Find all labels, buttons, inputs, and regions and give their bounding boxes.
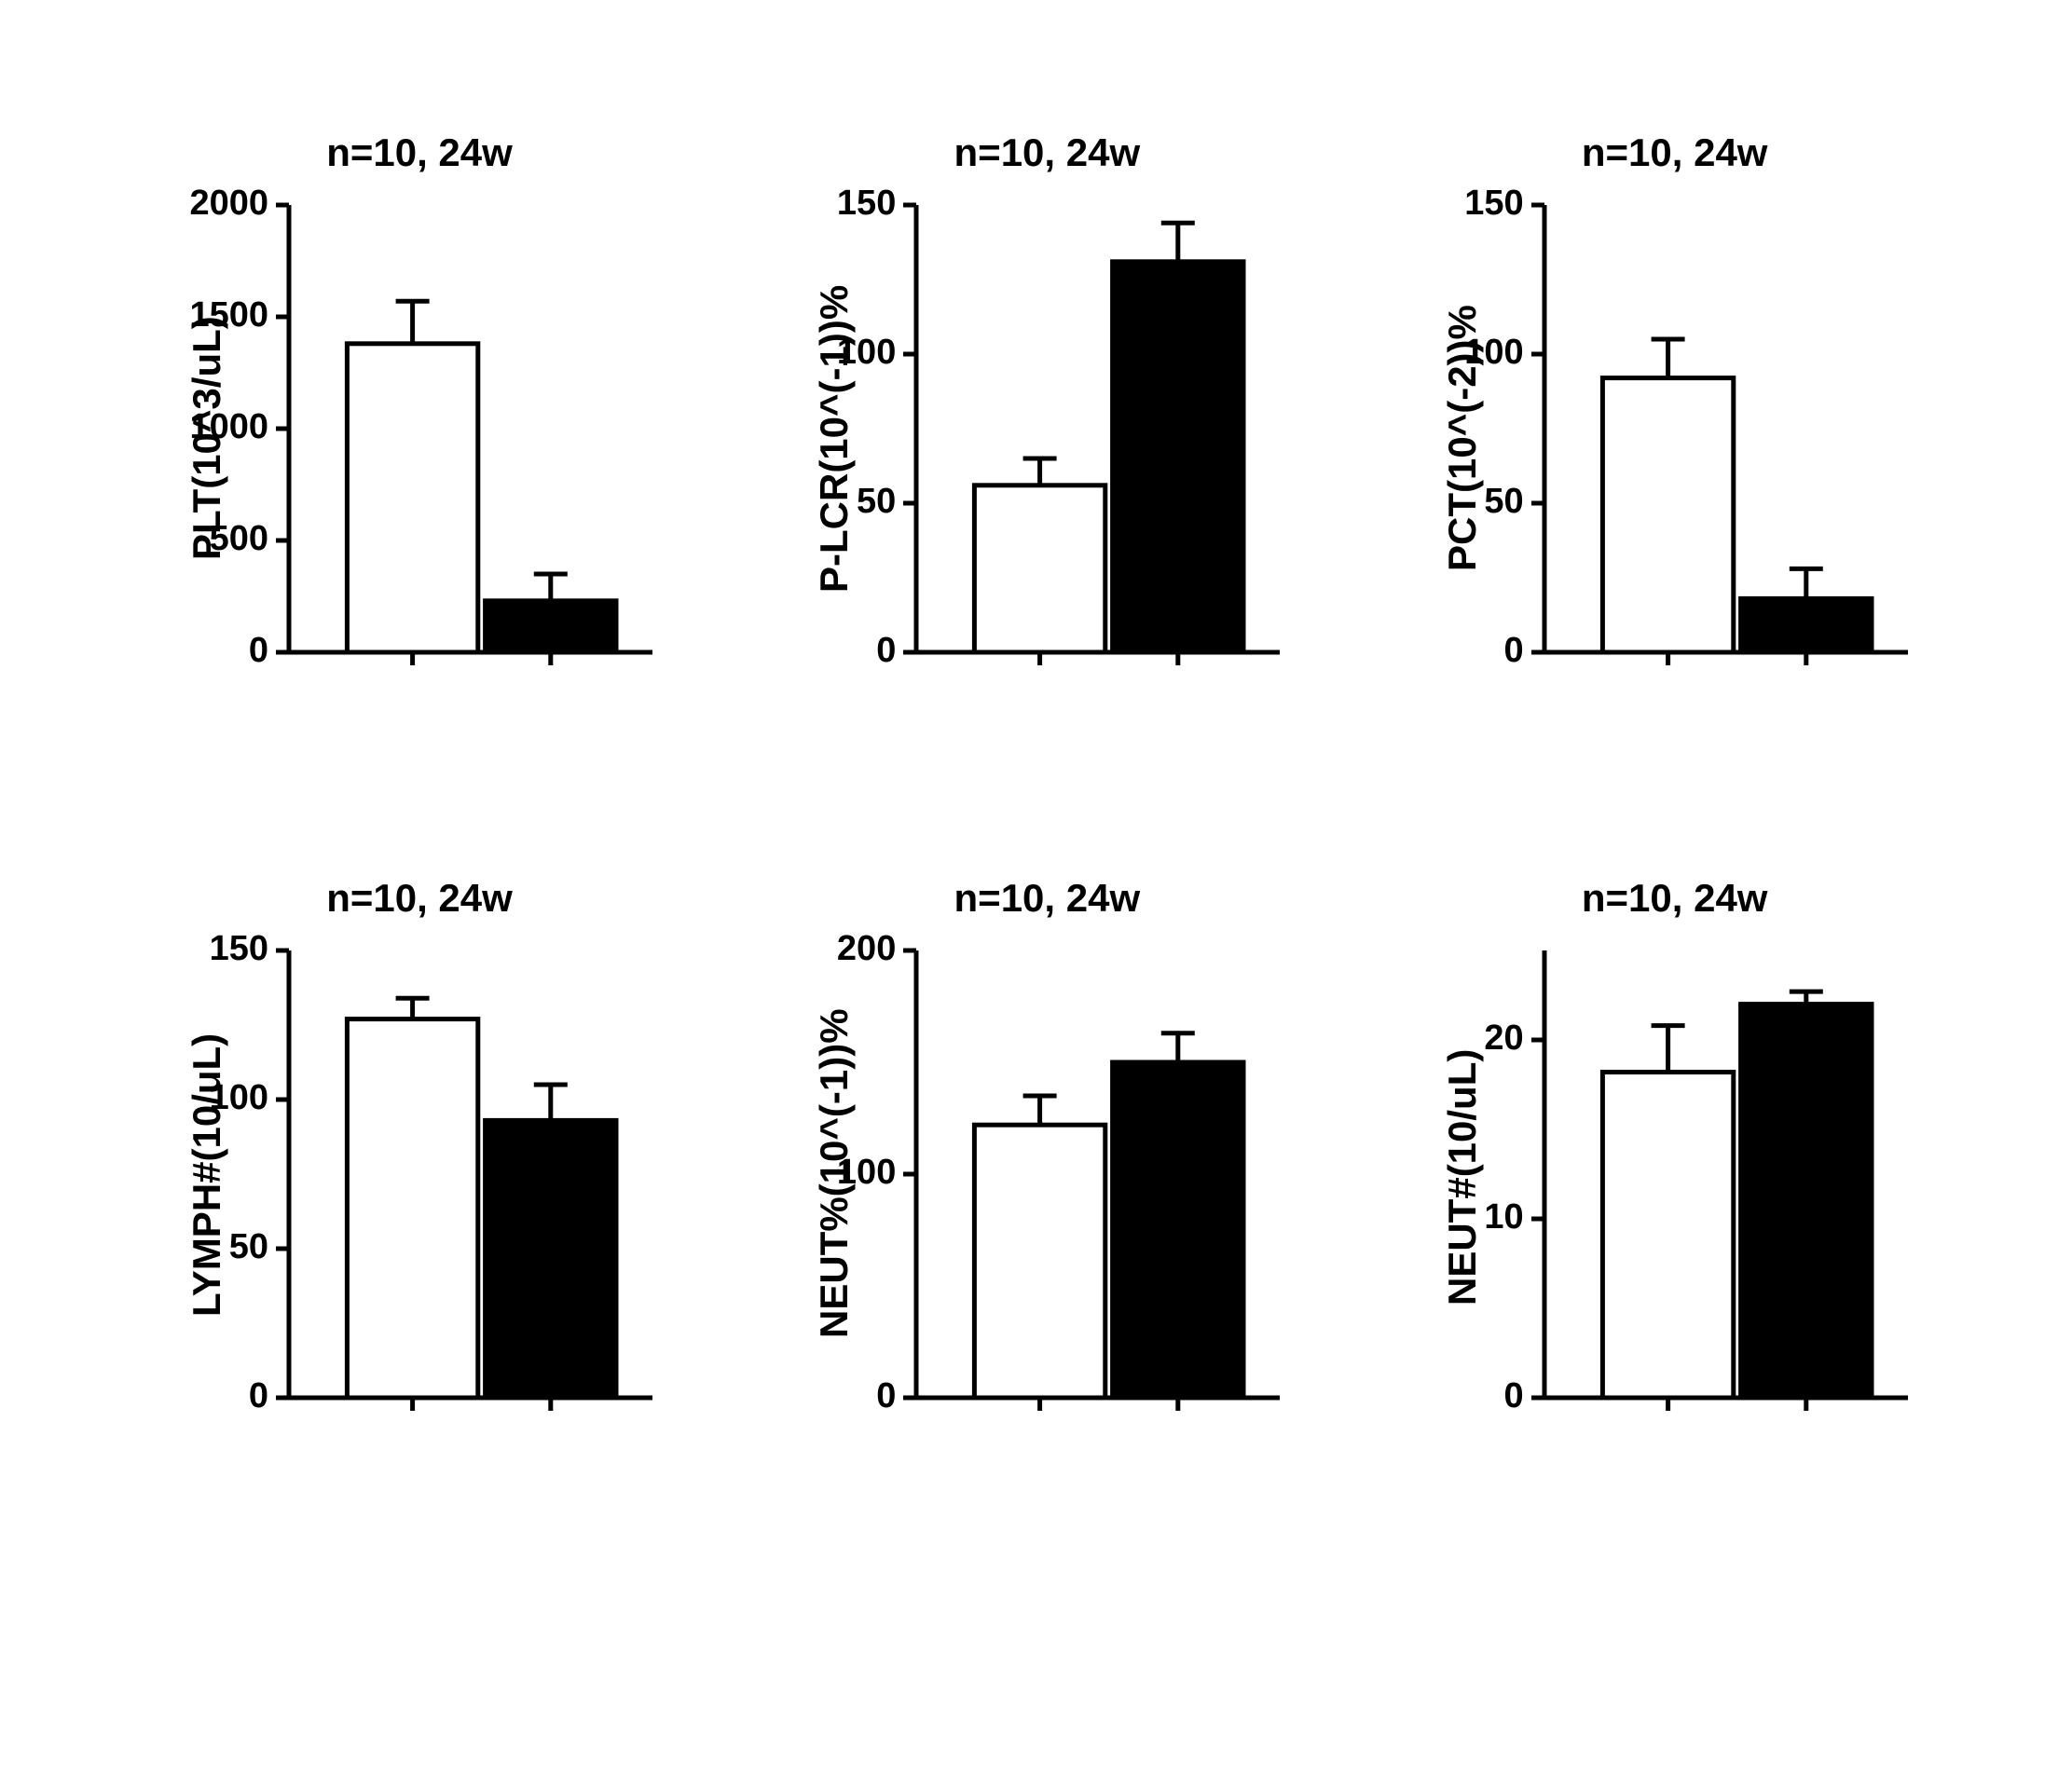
ytick-label: 50 xyxy=(1412,482,1524,522)
plot-area: 0100200 xyxy=(916,950,1280,1398)
ytick-label: 0 xyxy=(1412,631,1524,671)
chart-grid: n=10, 24wPLT(10^3/uL)0500100015002000n=1… xyxy=(168,130,1939,1472)
ytick-label: 150 xyxy=(784,184,896,224)
ytick-label: 150 xyxy=(1412,184,1524,224)
chart-panel-pct: n=10, 24wPCT(10^(-2))%050100150 xyxy=(1423,130,1927,727)
panel-title: n=10, 24w xyxy=(168,876,671,921)
ytick-label: 50 xyxy=(157,1227,268,1267)
panel-title: n=10, 24w xyxy=(1423,130,1927,175)
ytick-label: 20 xyxy=(1412,1018,1524,1059)
ytick-label: 10 xyxy=(1412,1197,1524,1237)
ytick-label: 0 xyxy=(157,1376,268,1416)
chart-panel-neutnum: n=10, 24w NEUT#(10/uL) 01020 xyxy=(1423,876,1927,1472)
ytick-label: 100 xyxy=(784,1153,896,1193)
plot-area: 050100150 xyxy=(289,950,652,1398)
ytick-label: 0 xyxy=(784,1376,896,1416)
panel-title: n=10, 24w xyxy=(795,130,1298,175)
y-axis-label: LYMPH#(10/uL) xyxy=(185,1033,229,1317)
chart-panel-neutpct: n=10, 24wNEUT%(10^(-1))%0100200 xyxy=(795,876,1298,1472)
ytick-label: 0 xyxy=(1412,1376,1524,1416)
plot-area: 050100150 xyxy=(1544,205,1908,652)
plot-area: 01020 xyxy=(1544,950,1908,1398)
ytick-label: 100 xyxy=(784,333,896,373)
panel-title: n=10, 24w xyxy=(1423,876,1927,921)
panel-title: n=10, 24w xyxy=(795,876,1298,921)
ytick-label: 1000 xyxy=(157,407,268,447)
ytick-label: 100 xyxy=(1412,333,1524,373)
ytick-label: 100 xyxy=(157,1078,268,1118)
plot-area: 050100150 xyxy=(916,205,1280,652)
ytick-label: 500 xyxy=(157,519,268,559)
chart-panel-plt: n=10, 24wPLT(10^3/uL)0500100015002000 xyxy=(168,130,671,727)
ytick-label: 0 xyxy=(784,631,896,671)
ytick-label: 2000 xyxy=(157,184,268,224)
ytick-label: 1500 xyxy=(157,295,268,335)
chart-panel-lymph: n=10, 24w LYMPH#(10/uL) 050100150 xyxy=(168,876,671,1472)
y-axis-label: P-LCR(10^(-1))% xyxy=(812,285,857,593)
plot-area: 0500100015002000 xyxy=(289,205,652,652)
chart-panel-plcr: n=10, 24w P-LCR(10^(-1))% 050100150 xyxy=(795,130,1298,727)
ytick-label: 0 xyxy=(157,631,268,671)
panel-title: n=10, 24w xyxy=(168,130,671,175)
ytick-label: 150 xyxy=(157,929,268,969)
ytick-label: 200 xyxy=(784,929,896,969)
y-axis-label: NEUT#(10/uL) xyxy=(1440,1049,1485,1305)
ytick-label: 50 xyxy=(784,482,896,522)
